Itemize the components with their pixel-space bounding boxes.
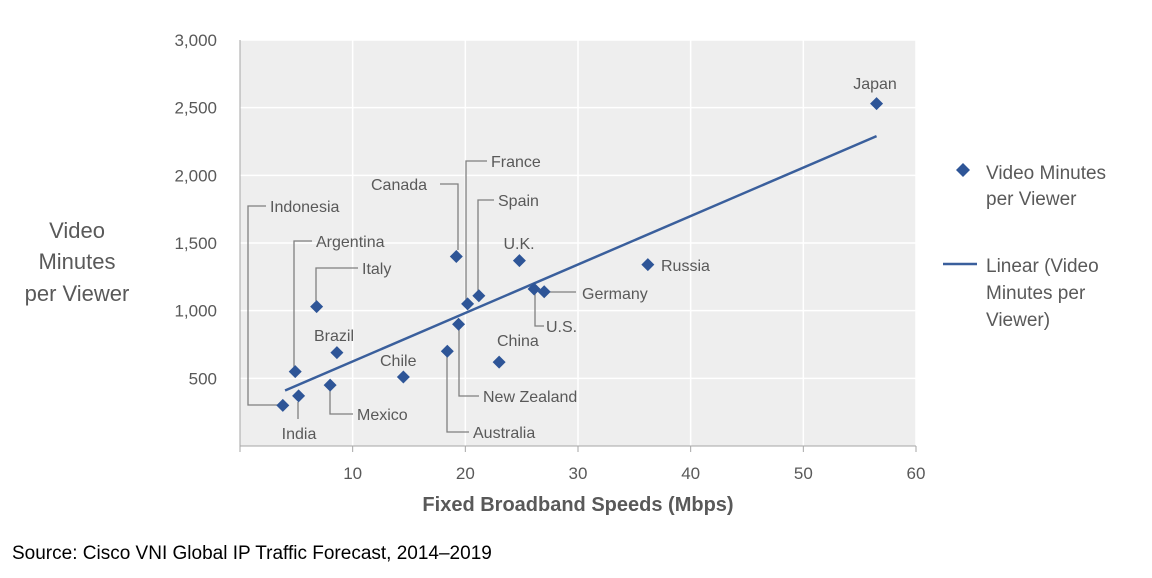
legend-series-label-line-1: Video Minutes [986,163,1106,184]
point-new-zealand [452,317,466,331]
point-label-italy: Italy [362,261,391,278]
legend-diamond-marker [956,163,970,177]
legend: Video Minutes per Viewer Linear (Video M… [943,163,1106,331]
y-axis-title-line-2: Minutes [38,249,115,274]
point-label-japan: Japan [853,76,897,93]
point-label-brazil: Brazil [314,328,354,345]
point-label-australia: Australia [473,425,535,442]
point-russia [641,258,655,272]
point-label-spain: Spain [498,193,539,210]
grid [240,39,917,446]
leader-italy [315,267,358,301]
point-label-germany: Germany [582,286,648,303]
point-label-indonesia: Indonesia [270,199,339,216]
source-note: Source: Cisco VNI Global IP Traffic Fore… [12,543,492,564]
point-label-argentina: Argentina [316,234,385,251]
point-australia [440,344,454,358]
point-labels: Japan Russia Germany U.S. U.K. China Spain Fran… [270,76,897,443]
point-canada [449,250,463,264]
point-italy [310,300,324,314]
y-axis-title: Video Minutes per Viewer [25,218,130,306]
point-label-new-zealand: New Zealand [483,389,577,406]
point-u-s [527,282,541,296]
leader-france [465,160,487,302]
x-tick-label: 10 [343,464,362,483]
point-label-mexico: Mexico [357,407,408,424]
y-tick-label: 500 [189,369,217,388]
point-indonesia [276,398,290,412]
point-mexico [323,378,337,392]
leader-mexico [329,391,353,415]
x-tick-label: 50 [794,464,813,483]
y-axis-title-line-3: per Viewer [25,281,130,306]
point-label-russia: Russia [661,258,710,275]
y-tick-label: 1,500 [174,234,217,253]
y-tick-label: 3,000 [174,31,217,50]
linear-trend-line [284,134,878,392]
x-tick-labels: 10 20 30 40 50 60 [343,464,925,483]
y-tick-label: 1,000 [174,302,217,321]
x-tick-label: 60 [907,464,926,483]
point-label-france: France [491,154,541,171]
point-india [292,389,306,403]
y-tick-labels: 500 1,000 1,500 2,000 2,500 3,000 [174,31,217,388]
data-points [276,97,884,412]
leader-u-s [534,292,544,327]
point-chile [396,370,410,384]
legend-trend-label-line-1: Linear (Video [986,256,1099,277]
point-label-canada: Canada [371,177,427,194]
leader-indonesia [247,205,278,406]
scatter-chart: 500 1,000 1,500 2,000 2,500 3,000 10 20 30 40 50 6… [25,31,1106,516]
axes [239,40,917,452]
trend-line-group [284,134,878,392]
leader-canada [440,183,459,250]
point-spain [472,289,486,303]
point-label-u-s: U.S. [546,319,577,336]
y-axis-title-line-1: Video [49,218,105,243]
point-label-chile: Chile [380,353,417,370]
legend-trend-label-line-2: Minutes per [986,283,1086,304]
leader-new-zealand [458,329,479,397]
label-leader-lines [247,160,576,433]
x-tick-label: 40 [681,464,700,483]
x-axis-title: Fixed Broadband Speeds (Mbps) [422,494,733,516]
y-tick-label: 2,000 [174,166,217,185]
y-tick-label: 2,500 [174,99,217,118]
point-france [461,297,475,311]
legend-series-label-line-2: per Viewer [986,189,1077,210]
x-tick-label: 30 [569,464,588,483]
point-japan [870,97,884,111]
point-china [492,355,506,369]
point-u-k [512,254,526,268]
legend-trend-label-line-3: Viewer) [986,310,1050,331]
point-germany [537,285,551,299]
point-brazil [330,346,344,360]
point-label-india: India [282,426,317,443]
point-label-u-k: U.K. [503,236,534,253]
point-label-china: China [497,333,539,350]
leader-australia [446,356,469,433]
x-tick-label: 20 [456,464,475,483]
leader-argentina [293,240,312,367]
leader-spain [477,199,494,294]
point-argentina [288,365,302,379]
